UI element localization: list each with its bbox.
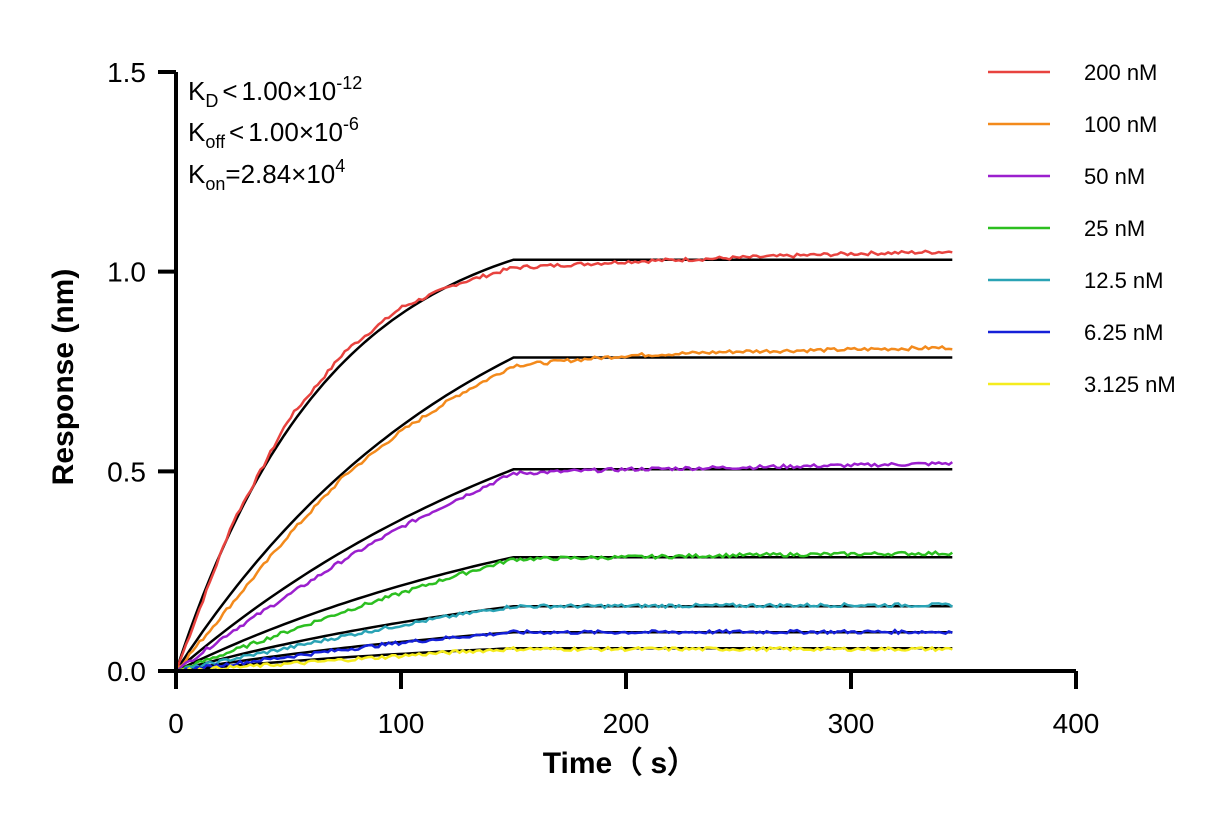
series-line [175,461,954,673]
series-line [175,601,954,673]
series-line [175,645,953,673]
y-tick-label: 0.0 [107,656,146,687]
koff-annotation: Koff <1.00×10-6 [188,114,359,152]
series-line [175,550,954,673]
x-tick-label: 100 [378,708,425,739]
x-tick-label: 0 [168,708,184,739]
legend-label: 12.5 nM [1084,268,1164,293]
y-axis-title: Response (nm) [47,269,80,486]
x-tick-label: 300 [828,708,875,739]
fit-curve [174,258,953,672]
data-series [174,249,954,673]
fit-curve [175,555,953,673]
series-line [175,628,953,673]
x-tick-label: 400 [1053,708,1100,739]
legend: 200 nM 100 nM 50 nM 25 nM 12.5 nM 6.25 nM 3.12… [988,60,1176,397]
kon-annotation: Kon=2.84×104 [188,156,345,194]
kd-annotation: KD <1.00×10-12 [188,73,362,111]
legend-label: 6.25 nM [1084,320,1164,345]
x-axis-title: Time（ s） [543,746,698,780]
y-axis-ticks: 0.0 0.5 1.0 1.5 [107,57,176,687]
y-tick-label: 1.5 [107,57,146,88]
x-tick-label: 200 [603,708,650,739]
fit-curve [174,356,953,672]
legend-label: 50 nM [1084,164,1145,189]
kinetics-annotations: KD <1.00×10-12 Koff <1.00×10-6 Kon=2.84×10… [188,73,362,194]
x-axis-ticks: 0 100 200 300 400 [168,671,1099,739]
legend-label: 200 nM [1084,60,1157,85]
fit-curve [175,468,953,672]
y-tick-label: 1.0 [107,257,146,288]
series-line [175,344,953,672]
y-tick-label: 0.5 [107,456,146,487]
legend-label: 25 nM [1084,216,1145,241]
legend-label: 3.125 nM [1084,372,1176,397]
series-line [174,249,953,672]
legend-label: 100 nM [1084,112,1157,137]
